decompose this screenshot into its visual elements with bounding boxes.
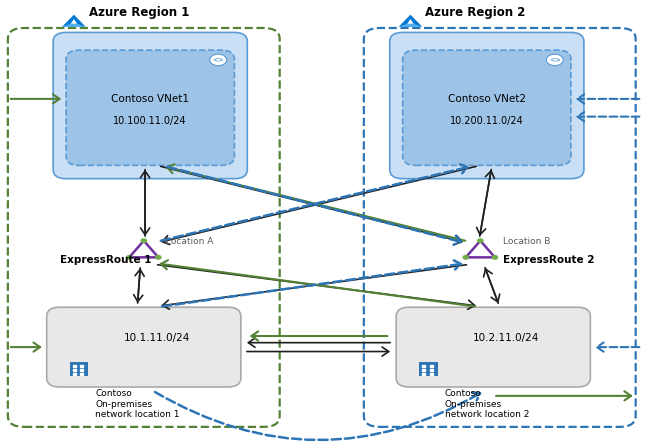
Bar [430,365,433,367]
Circle shape [141,239,146,243]
Bar [73,365,76,367]
Circle shape [156,256,161,259]
FancyBboxPatch shape [419,362,438,376]
Text: <>: <> [549,57,561,63]
FancyBboxPatch shape [53,33,248,179]
Text: Contoso VNet1: Contoso VNet1 [111,94,189,104]
Bar [73,372,76,375]
Bar [422,365,425,367]
Bar [430,372,433,375]
Text: 10.1.11.0/24: 10.1.11.0/24 [124,333,190,343]
Text: <>: <> [213,57,224,63]
Bar [80,372,83,375]
Text: Contoso
On-premises
network location 1: Contoso On-premises network location 1 [96,389,180,419]
Text: Location B: Location B [503,237,551,247]
Polygon shape [407,19,413,24]
Text: Location A: Location A [166,237,214,247]
Text: ExpressRoute 2: ExpressRoute 2 [503,256,595,265]
Polygon shape [399,24,422,27]
Bar [80,365,83,367]
Text: 10.100.11.0/24: 10.100.11.0/24 [114,116,187,126]
Text: 10.2.11.0/24: 10.2.11.0/24 [473,333,540,343]
FancyBboxPatch shape [402,50,571,165]
Circle shape [492,256,497,259]
Polygon shape [399,15,422,27]
Text: 10.200.11.0/24: 10.200.11.0/24 [450,116,524,126]
FancyBboxPatch shape [70,362,88,376]
Bar [430,369,433,371]
Bar [80,369,83,371]
Bar [422,369,425,371]
Polygon shape [62,15,86,27]
Circle shape [210,54,227,66]
Text: Azure Region 1: Azure Region 1 [89,6,189,19]
Text: ExpressRoute 1: ExpressRoute 1 [60,256,151,265]
Polygon shape [62,24,86,27]
FancyBboxPatch shape [390,33,584,179]
Circle shape [478,239,483,243]
Polygon shape [71,19,77,24]
Bar [422,372,425,375]
FancyBboxPatch shape [396,307,590,387]
Circle shape [127,256,132,259]
Circle shape [463,256,469,259]
Circle shape [547,54,563,66]
FancyBboxPatch shape [47,307,241,387]
Text: Azure Region 2: Azure Region 2 [425,6,526,19]
Text: Contoso
On-premises
network location 2: Contoso On-premises network location 2 [445,389,529,419]
FancyBboxPatch shape [66,50,235,165]
Bar [73,369,76,371]
Text: Contoso VNet2: Contoso VNet2 [448,94,526,104]
